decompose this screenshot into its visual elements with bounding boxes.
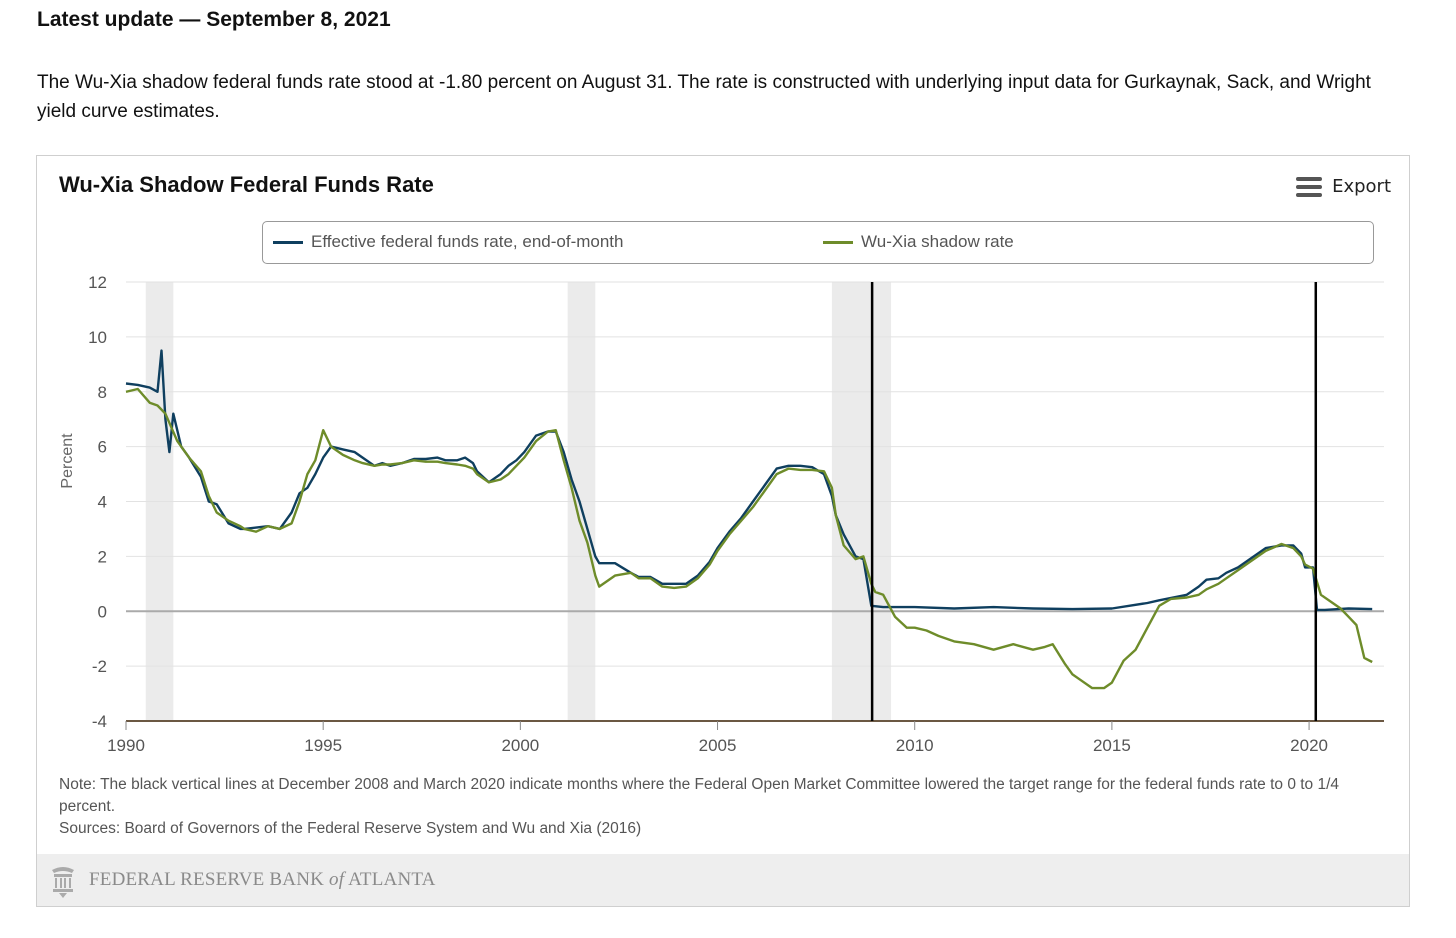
y-tick-label: 4 [98,493,107,512]
legend-item-effr[interactable]: Effective federal funds rate, end-of-mon… [273,232,623,252]
chart-note: Note: The black vertical lines at Decemb… [59,774,1394,840]
export-button[interactable]: Export [1296,176,1391,197]
wordmark-prefix: FEDERAL RESERVE BANK [89,869,330,890]
chart-footer: FEDERAL RESERVE BANK of ATLANTA [37,854,1409,906]
series-line-effr [125,349,1373,612]
x-tick-label: 2015 [1093,736,1131,755]
x-tick-label: 1990 [107,736,145,755]
chart-plot: -4 -2 0 2 4 6 8 10 12 1990 1995 2000 2005 2010 2015 20… [59,273,1384,755]
legend-label-shadow: Wu-Xia shadow rate [861,232,1014,251]
x-tick-label: 2010 [896,736,934,755]
y-tick-label: 8 [98,383,107,402]
y-tick-label: -4 [92,712,107,731]
wordmark-suffix: ATLANTA [344,869,436,890]
x-tick-label: 1995 [304,736,342,755]
legend-swatch-effr [273,240,303,244]
y-tick-label: 2 [98,547,107,566]
fed-atlanta-wordmark: FEDERAL RESERVE BANK of ATLANTA [89,869,436,891]
y-tick-label: 10 [88,328,107,347]
hamburger-menu-icon [1296,176,1323,197]
y-axis-label: Percent [59,433,76,489]
page-headline: Latest update — September 8, 2021 [37,8,391,31]
x-tick-label: 2000 [501,736,539,755]
y-tick-label: 0 [98,602,107,621]
note-text: Note: The black vertical lines at Decemb… [59,776,1340,815]
y-tick-label: 6 [98,438,107,457]
chart-title: Wu-Xia Shadow Federal Funds Rate [59,172,434,197]
chart-legend: Effective federal funds rate, end-of-mon… [262,221,1374,264]
legend-item-shadow[interactable]: Wu-Xia shadow rate [823,232,1014,252]
y-tick-label: 12 [88,273,107,292]
y-tick-label: -2 [92,657,107,676]
export-label: Export [1332,176,1391,197]
legend-swatch-shadow [823,240,853,244]
intro-paragraph: The Wu-Xia shadow federal funds rate sto… [37,72,1371,122]
wordmark-of: of [329,869,345,890]
series-line-shadow-rate [125,387,1373,690]
x-tick-label: 2005 [699,736,737,755]
x-tick-label: 2020 [1290,736,1328,755]
fed-seal-logo [52,867,74,898]
legend-label-effr: Effective federal funds rate, end-of-mon… [311,232,624,251]
chart-card: Wu-Xia Shadow Federal Funds Rate Export … [36,155,1410,907]
sources-text: Sources: Board of Governors of the Feder… [59,820,642,837]
